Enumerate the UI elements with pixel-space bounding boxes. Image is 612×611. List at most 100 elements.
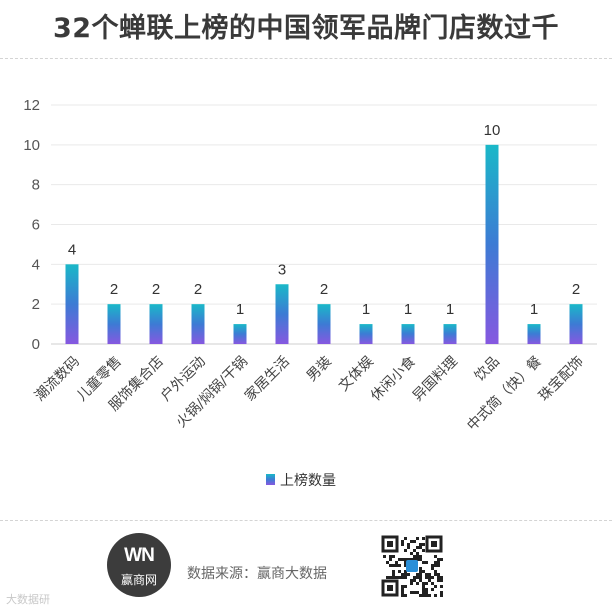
qr-module — [404, 576, 407, 579]
qr-module — [392, 570, 395, 573]
qr-module — [413, 579, 416, 582]
qr-module — [428, 573, 431, 576]
bar — [233, 324, 247, 344]
qr-module — [431, 582, 434, 585]
x-tick-label: 文体娱 — [336, 354, 377, 395]
data-label: 3 — [278, 261, 286, 278]
qr-module — [431, 588, 434, 591]
qr-module — [419, 573, 422, 576]
qr-module — [410, 552, 413, 555]
qr-module — [398, 558, 401, 561]
qr-module — [422, 591, 425, 594]
qr-module — [410, 558, 413, 561]
qr-module — [437, 579, 440, 582]
qr-module — [428, 579, 431, 582]
qr-module — [416, 558, 419, 561]
qr-module — [389, 564, 392, 567]
y-tick-label: 4 — [32, 256, 40, 273]
qr-module — [386, 561, 389, 564]
qr-module — [419, 543, 422, 546]
qr-module — [398, 564, 401, 567]
data-label: 2 — [572, 281, 580, 298]
qr-module — [428, 576, 431, 579]
qr-module — [434, 594, 437, 597]
qr-module — [416, 576, 419, 579]
qr-module — [404, 570, 407, 573]
qr-module — [404, 585, 407, 588]
bar — [527, 324, 541, 344]
qr-module — [413, 555, 416, 558]
qr-module — [440, 579, 443, 582]
qr-module — [401, 558, 404, 561]
qr-module — [416, 555, 419, 558]
data-source: 数据来源：赢商大数据 — [187, 566, 327, 582]
qr-module — [419, 567, 422, 570]
qr-module — [428, 594, 431, 597]
qr-module — [422, 585, 425, 588]
qr-module — [404, 537, 407, 540]
qr-module — [404, 558, 407, 561]
qr-module — [425, 591, 428, 594]
qr-module — [398, 570, 401, 573]
qr-module — [422, 570, 425, 573]
qr-module — [416, 537, 419, 540]
qr-module — [419, 555, 422, 558]
data-label: 1 — [404, 301, 412, 318]
qr-module — [395, 576, 398, 579]
x-tick-label: 休闲小食 — [367, 353, 419, 405]
qr-module — [413, 591, 416, 594]
qr-module — [437, 576, 440, 579]
qr-module — [434, 555, 437, 558]
qr-module — [419, 546, 422, 549]
qr-module — [419, 558, 422, 561]
qr-module — [401, 543, 404, 546]
qr-module — [425, 561, 428, 564]
qr-module — [404, 549, 407, 552]
qr-module — [404, 573, 407, 576]
qr-module — [434, 573, 437, 576]
qr-module — [401, 573, 404, 576]
qr-module — [422, 561, 425, 564]
qr-module — [434, 561, 437, 564]
data-label: 2 — [110, 281, 118, 298]
bar — [485, 144, 499, 344]
data-label: 1 — [236, 301, 244, 318]
qr-module — [440, 558, 443, 561]
brand-logo: WN 赢商网 — [107, 533, 171, 597]
qr-module — [413, 558, 416, 561]
data-label: 2 — [320, 281, 328, 298]
qr-module — [389, 555, 392, 558]
bar — [107, 304, 121, 344]
legend-swatch — [266, 474, 275, 485]
chart-title: 32个蝉联上榜的中国领军品牌门店数过千 — [52, 13, 560, 44]
qr-module — [440, 594, 443, 597]
qr-module — [431, 576, 434, 579]
bar — [65, 264, 79, 344]
qr-module — [392, 555, 395, 558]
qr-module — [401, 540, 404, 543]
qr-module — [416, 546, 419, 549]
qr-module — [407, 558, 410, 561]
bar — [401, 324, 415, 344]
qr-module — [410, 540, 413, 543]
logo-text: 赢商网 — [120, 573, 157, 587]
qr-module — [407, 543, 410, 546]
qr-module — [398, 576, 401, 579]
data-label: 2 — [152, 281, 160, 298]
y-tick-label: 10 — [23, 137, 40, 154]
qr-module — [434, 585, 437, 588]
qr-module — [422, 588, 425, 591]
qr-module — [434, 570, 437, 573]
qr-module — [401, 588, 404, 591]
qr-module — [437, 561, 440, 564]
qr-module — [410, 579, 413, 582]
qr-module — [395, 564, 398, 567]
qr-module — [413, 540, 416, 543]
watermark: 大数据研 — [6, 593, 50, 606]
x-tick-label: 珠宝配饰 — [536, 354, 587, 405]
bar — [443, 324, 457, 344]
qr-module — [392, 564, 395, 567]
qr-module — [413, 549, 416, 552]
qr-module — [401, 585, 404, 588]
data-label: 1 — [530, 301, 538, 318]
